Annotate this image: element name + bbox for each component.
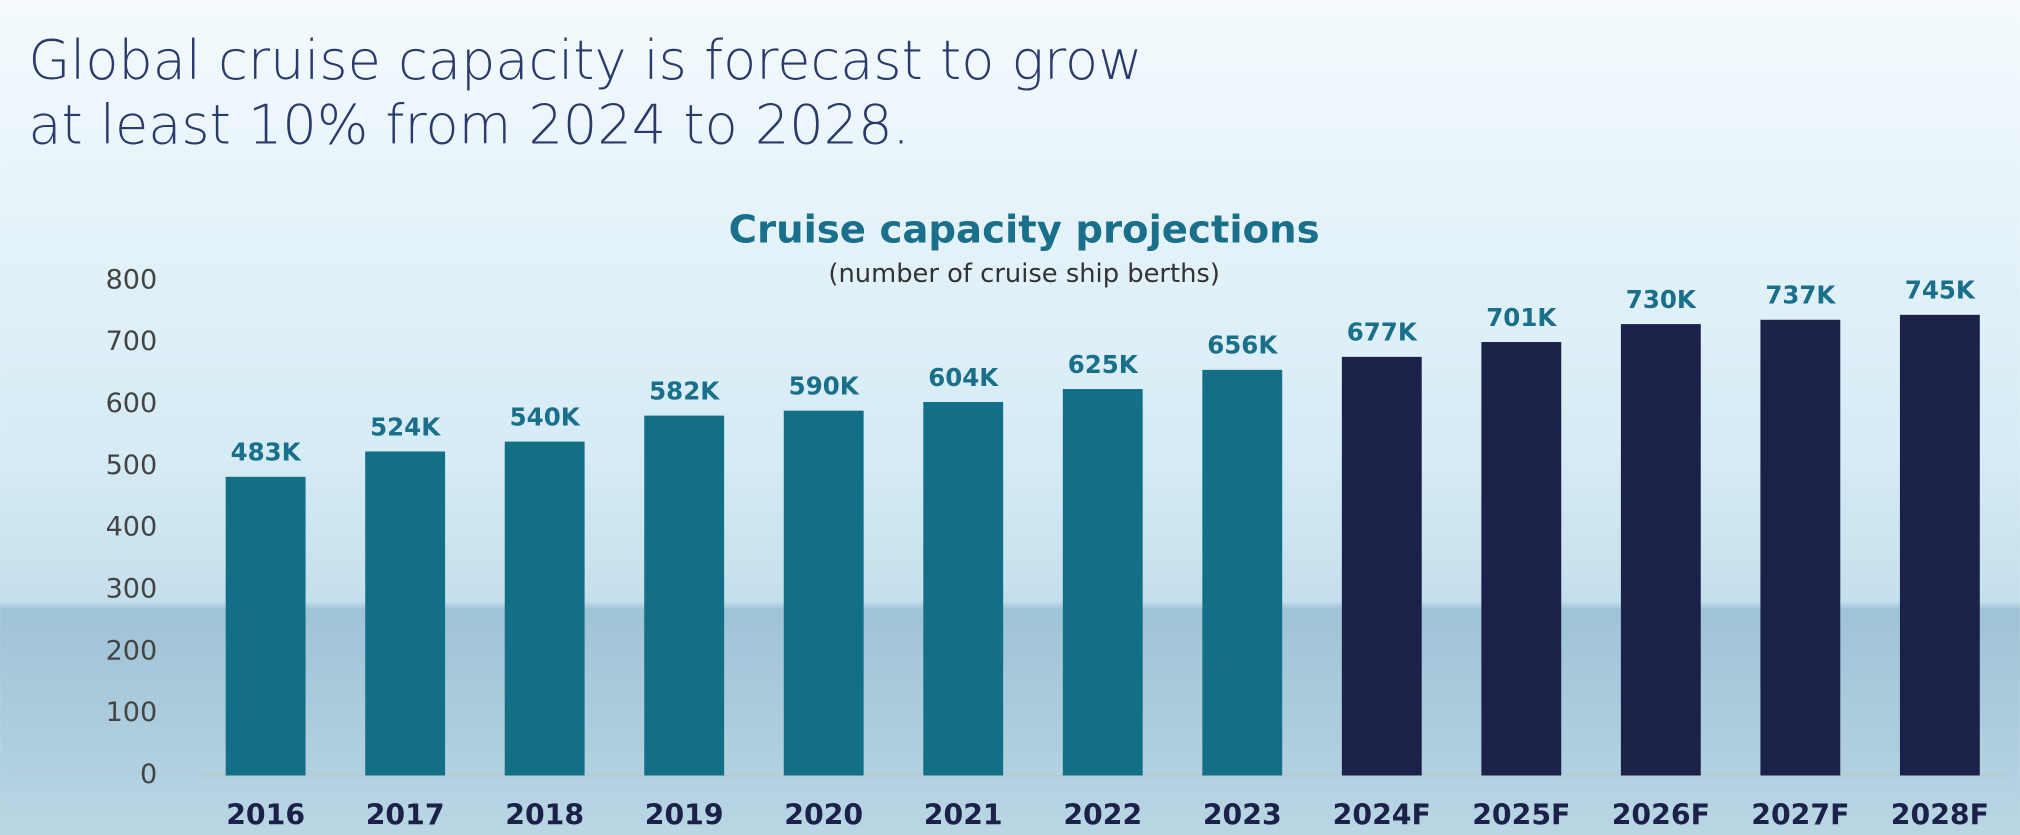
bar — [1202, 369, 1283, 776]
value-label: 737K — [1765, 281, 1836, 310]
value-label: 483K — [231, 438, 302, 467]
x-tick-label: 2028F — [1891, 799, 1989, 832]
bar — [783, 410, 864, 776]
value-label: 590K — [789, 371, 860, 400]
y-tick-label: 600 — [106, 388, 158, 419]
value-label: 582K — [649, 376, 720, 405]
x-tick-label: 2019 — [645, 799, 724, 832]
value-label: 540K — [510, 402, 581, 431]
value-label: 625K — [1068, 350, 1139, 379]
headline: at least 10% from 2024 to 2028. — [28, 94, 909, 157]
chart-subtitle: (number of cruise ship berths) — [828, 259, 1219, 289]
y-tick-label: 400 — [106, 512, 158, 543]
bar — [923, 402, 1004, 776]
bar — [225, 476, 306, 776]
x-tick-label: 2024F — [1333, 799, 1431, 832]
y-tick-label: 500 — [106, 450, 158, 481]
bar — [644, 415, 725, 776]
value-label: 730K — [1626, 285, 1697, 314]
bar — [1481, 342, 1562, 776]
x-tick-label: 2017 — [366, 799, 445, 832]
y-tick-label: 0 — [140, 759, 157, 790]
x-tick-label: 2027F — [1751, 799, 1849, 832]
value-label: 745K — [1905, 276, 1976, 305]
x-tick-label: 2022 — [1063, 799, 1142, 832]
x-tick-label: 2023 — [1203, 799, 1282, 832]
value-label: 656K — [1207, 331, 1278, 360]
chart-title: Cruise capacity projections — [729, 207, 1320, 252]
x-tick-label: 2020 — [784, 799, 863, 832]
bar — [504, 441, 585, 776]
bar — [365, 451, 446, 776]
y-tick-label: 800 — [106, 264, 158, 295]
bar — [1341, 356, 1422, 776]
value-label: 524K — [370, 412, 441, 441]
x-tick-label: 2021 — [924, 799, 1003, 832]
value-label: 701K — [1486, 303, 1557, 332]
headline: Global cruise capacity is forecast to gr… — [28, 29, 1142, 92]
y-tick-label: 300 — [106, 573, 158, 604]
value-label: 677K — [1347, 318, 1418, 347]
x-tick-label: 2025F — [1472, 799, 1570, 832]
x-tick-label: 2018 — [505, 799, 584, 832]
bar — [1620, 324, 1701, 776]
y-tick-label: 200 — [106, 635, 158, 666]
bar — [1760, 319, 1841, 776]
y-tick-label: 100 — [106, 697, 158, 728]
bar — [1062, 389, 1143, 776]
y-tick-label: 700 — [106, 326, 158, 357]
x-tick-label: 2016 — [226, 799, 305, 832]
bar — [1899, 314, 1980, 776]
x-tick-label: 2026F — [1612, 799, 1710, 832]
value-label: 604K — [928, 363, 999, 392]
